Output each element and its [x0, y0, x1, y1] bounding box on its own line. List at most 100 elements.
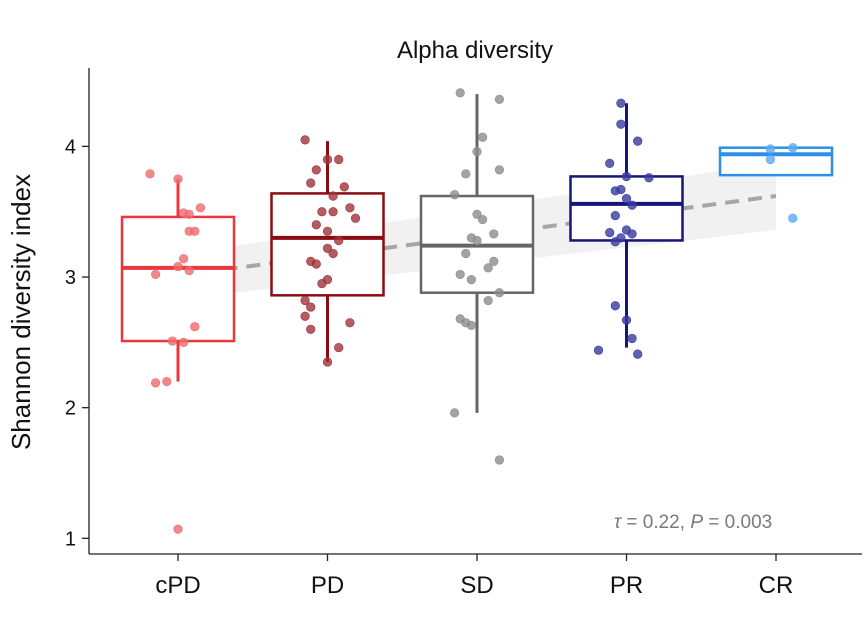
- y-tick-label: 1: [65, 528, 76, 550]
- data-point-cpd: [190, 226, 200, 236]
- x-tick-label-sd: SD: [460, 572, 493, 599]
- data-point-pr: [627, 229, 637, 239]
- data-point-pd: [322, 154, 333, 165]
- data-point-sd: [494, 94, 505, 104]
- p-value: = 0.003: [703, 512, 772, 533]
- data-point-sd: [489, 229, 499, 239]
- data-point-pr: [621, 315, 632, 325]
- data-point-pd: [300, 135, 310, 145]
- data-point-pr: [593, 345, 604, 355]
- x-tick-label-cr: CR: [759, 572, 794, 599]
- data-point-cpd: [145, 169, 155, 179]
- data-point-sd: [472, 147, 482, 157]
- data-point-pd: [311, 220, 321, 230]
- data-point-pd: [334, 342, 344, 353]
- point-layer: [145, 88, 798, 534]
- data-point-sd: [450, 408, 460, 418]
- data-point-cpd: [190, 322, 200, 332]
- y-axis-title: Shannon diversity index: [6, 174, 36, 450]
- data-point-pd: [311, 165, 321, 175]
- data-point-cpd: [173, 261, 183, 272]
- data-point-sd: [472, 209, 482, 219]
- box-cr: [718, 146, 834, 177]
- p-symbol: P: [690, 512, 703, 533]
- data-point-cpd: [173, 174, 183, 184]
- data-point-sd: [478, 132, 488, 142]
- data-point-cpd: [167, 336, 177, 346]
- data-point-sd: [455, 269, 465, 280]
- data-point-cpd: [179, 337, 189, 347]
- data-point-pd: [339, 182, 349, 192]
- data-point-sd: [494, 455, 505, 465]
- data-point-pd: [317, 207, 327, 217]
- data-point-sd: [494, 165, 505, 175]
- data-point-cpd: [151, 378, 161, 388]
- data-point-pr: [610, 186, 620, 196]
- box-sd: [419, 94, 535, 413]
- data-point-pd: [300, 295, 310, 306]
- data-point-cpd: [184, 209, 194, 219]
- data-point-pr: [627, 333, 637, 344]
- data-point-cpd: [184, 265, 194, 276]
- data-point-sd: [483, 295, 493, 306]
- data-point-pd: [311, 259, 321, 269]
- data-point-pr: [616, 98, 626, 108]
- data-point-pd: [306, 302, 316, 312]
- data-point-cpd: [179, 254, 189, 264]
- data-point-pr: [627, 200, 637, 210]
- data-point-sd: [466, 320, 477, 330]
- data-point-pr: [605, 158, 615, 168]
- data-point-pd: [317, 278, 327, 289]
- data-point-pd: [300, 311, 310, 321]
- data-point-cpd: [173, 524, 183, 534]
- data-point-cpd: [151, 269, 161, 280]
- data-point-sd: [478, 214, 488, 225]
- x-ticks: cPD PD SD PR CR: [155, 554, 793, 599]
- data-point-pr: [605, 228, 615, 238]
- data-point-pd: [345, 318, 355, 328]
- data-point-pr: [621, 171, 632, 182]
- data-point-pd: [328, 191, 338, 201]
- data-point-sd: [494, 288, 505, 298]
- data-point-pr: [610, 301, 620, 311]
- x-tick-label-cpd: cPD: [155, 572, 200, 599]
- data-point-sd: [489, 256, 499, 266]
- stats-annotation: τ = 0.22, P = 0.003: [614, 512, 772, 533]
- data-point-cr: [765, 154, 776, 165]
- data-point-pr: [610, 211, 620, 221]
- data-point-cr: [788, 213, 798, 223]
- data-point-pd: [306, 324, 316, 334]
- data-point-pr: [621, 194, 632, 204]
- data-point-pd: [306, 178, 316, 188]
- data-point-pd: [322, 357, 333, 367]
- data-point-cr: [765, 144, 776, 154]
- x-tick-label-pd: PD: [311, 572, 344, 599]
- data-point-sd: [466, 275, 477, 285]
- data-point-pd: [328, 207, 338, 217]
- data-point-sd: [461, 248, 471, 259]
- y-tick-label: 3: [65, 267, 76, 289]
- data-point-cpd: [162, 376, 172, 387]
- box-cpd: [120, 179, 236, 382]
- tau-value: = 0.22,: [621, 512, 690, 533]
- data-point-pd: [350, 213, 361, 223]
- data-point-pr: [610, 237, 620, 247]
- data-point-sd: [472, 235, 482, 246]
- data-point-pd: [345, 203, 355, 213]
- tau-symbol: τ: [614, 512, 623, 533]
- x-tick-label-pr: PR: [610, 572, 643, 599]
- data-point-sd: [450, 190, 460, 200]
- data-point-pd: [322, 243, 333, 253]
- data-point-sd: [483, 263, 493, 273]
- data-point-pd: [334, 154, 344, 165]
- data-point-cpd: [195, 203, 205, 213]
- data-point-pd: [328, 248, 338, 259]
- box-pr: [569, 103, 684, 348]
- data-point-pr: [644, 173, 654, 183]
- y-tick-label: 4: [65, 136, 76, 158]
- box-layer: [120, 94, 834, 413]
- data-point-sd: [461, 169, 471, 179]
- data-point-pr: [633, 136, 643, 146]
- data-point-pd: [322, 226, 333, 236]
